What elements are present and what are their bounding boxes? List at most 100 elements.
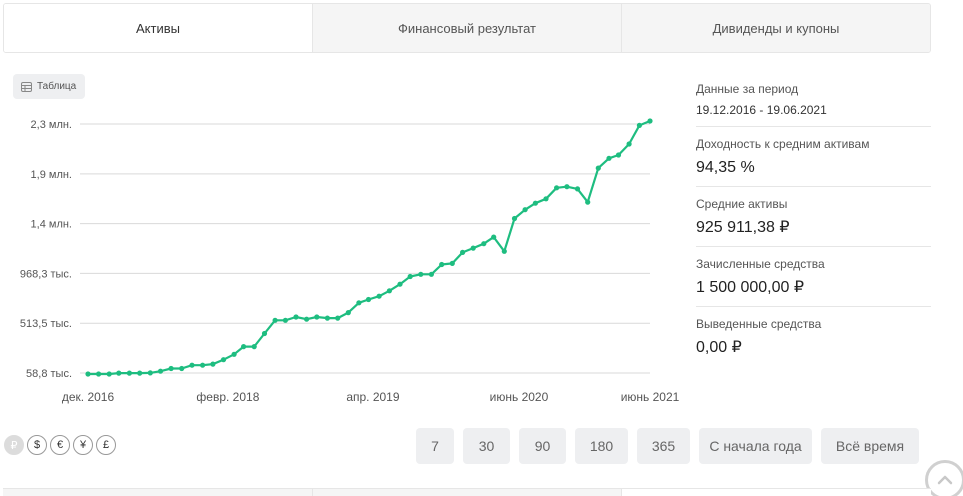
data-point[interactable]	[126, 370, 132, 376]
y-tick-label: 58,8 тыс.	[26, 368, 72, 380]
data-point[interactable]	[439, 261, 445, 268]
data-point[interactable]	[481, 241, 487, 247]
period-ytd-button[interactable]: С начала года	[699, 428, 812, 464]
data-point[interactable]	[314, 314, 320, 320]
deposited-block: Зачисленные средства 1 500 000,00 ₽	[696, 247, 931, 307]
period-30-button[interactable]: 30	[463, 428, 510, 464]
table-button-label: Таблица	[37, 81, 77, 92]
tab-financial-result[interactable]: Финансовый результат	[312, 4, 621, 52]
bottom-tab-1[interactable]	[3, 489, 312, 496]
avg-assets-value: 925 911,38 ₽	[696, 219, 790, 236]
data-point[interactable]	[324, 315, 330, 321]
data-point[interactable]	[470, 245, 476, 251]
data-point[interactable]	[595, 165, 601, 171]
data-point[interactable]	[293, 314, 299, 320]
currency-usd-button[interactable]: $	[27, 435, 47, 455]
data-point[interactable]	[491, 234, 497, 240]
currency-eur-button[interactable]: €	[50, 435, 70, 455]
data-point[interactable]	[96, 371, 102, 377]
yield-value: 94,35 %	[696, 159, 755, 176]
data-point[interactable]	[106, 371, 112, 377]
data-point[interactable]	[606, 155, 612, 161]
data-point[interactable]	[564, 184, 570, 190]
data-point[interactable]	[251, 344, 257, 350]
data-point[interactable]	[137, 370, 143, 376]
data-point[interactable]	[585, 199, 591, 205]
table-icon	[21, 81, 32, 92]
data-point[interactable]	[168, 365, 174, 372]
data-point[interactable]	[179, 365, 185, 372]
data-point[interactable]	[386, 288, 392, 294]
data-point[interactable]	[532, 200, 539, 206]
data-point[interactable]	[147, 370, 153, 376]
data-point[interactable]	[345, 310, 351, 316]
x-tick-label: июнь 2021	[621, 390, 680, 404]
y-tick-label: 1,4 млн.	[31, 219, 72, 231]
data-point[interactable]	[397, 281, 403, 287]
data-point[interactable]	[85, 371, 91, 377]
y-tick-label: 513,5 тыс.	[20, 318, 72, 330]
data-point[interactable]	[574, 186, 581, 192]
data-point[interactable]	[376, 293, 382, 299]
data-point[interactable]	[501, 248, 507, 254]
withdrawn-value: 0,00 ₽	[696, 339, 742, 356]
deposited-label: Зачисленные средства	[696, 257, 825, 271]
data-point[interactable]	[200, 362, 206, 368]
yield-block: Доходность к средним активам 94,35 %	[696, 127, 931, 187]
data-point[interactable]	[626, 141, 632, 147]
data-point[interactable]	[418, 271, 424, 277]
period-7-button[interactable]: 7	[416, 428, 454, 464]
x-tick-label: февр. 2018	[196, 390, 259, 404]
x-tick-label: июнь 2020	[490, 390, 549, 404]
data-point[interactable]	[261, 330, 268, 337]
period-label: Данные за период	[696, 82, 799, 96]
bottom-tab-bar	[3, 488, 932, 496]
data-point[interactable]	[636, 122, 643, 128]
currency-cny-button[interactable]: ¥	[73, 435, 93, 455]
period-block: Данные за период 19.12.2016 - 19.06.2021	[696, 72, 931, 127]
data-point[interactable]	[272, 317, 278, 323]
x-tick-label: апр. 2019	[346, 390, 400, 404]
currency-gbp-button[interactable]: £	[96, 435, 116, 455]
data-point[interactable]	[522, 207, 528, 213]
currency-rub-button[interactable]: ₽	[4, 435, 24, 455]
period-summary: Данные за период 19.12.2016 - 19.06.2021…	[696, 72, 931, 367]
data-point[interactable]	[157, 368, 164, 374]
avg-assets-block: Средние активы 925 911,38 ₽	[696, 187, 931, 247]
data-point[interactable]	[231, 351, 237, 357]
data-point[interactable]	[356, 300, 362, 306]
x-tick-label: дек. 2016	[62, 390, 115, 404]
period-180-button[interactable]: 180	[575, 428, 628, 464]
table-button[interactable]: Таблица	[13, 74, 86, 99]
y-tick-label: 1,9 млн.	[31, 169, 72, 181]
data-point[interactable]	[511, 215, 518, 222]
data-point[interactable]	[241, 344, 247, 350]
data-point[interactable]	[210, 361, 216, 367]
period-value: 19.12.2016 - 19.06.2021	[696, 103, 827, 117]
tab-dividends-coupons[interactable]: Дивиденды и купоны	[621, 4, 930, 52]
data-point[interactable]	[189, 362, 195, 368]
bottom-tab-3[interactable]	[621, 489, 932, 496]
assets-series-line	[88, 119, 651, 376]
tab-assets[interactable]: Активы	[4, 4, 312, 52]
data-point[interactable]	[365, 296, 372, 303]
currency-switcher: ₽ $ € ¥ £	[4, 435, 116, 455]
bottom-tab-2[interactable]	[311, 489, 622, 496]
data-point[interactable]	[282, 317, 288, 323]
tab-bar: Активы Финансовый результат Дивиденды и …	[3, 3, 931, 53]
period-all-time-button[interactable]: Всё время	[821, 428, 919, 464]
data-point[interactable]	[220, 357, 227, 363]
data-point[interactable]	[543, 196, 549, 202]
data-point[interactable]	[460, 249, 466, 255]
data-point[interactable]	[428, 271, 434, 277]
data-point[interactable]	[304, 316, 310, 322]
data-point[interactable]	[449, 260, 455, 266]
data-point[interactable]	[116, 370, 122, 376]
period-365-button[interactable]: 365	[637, 428, 690, 464]
data-point[interactable]	[615, 152, 622, 158]
data-point[interactable]	[407, 273, 413, 280]
data-point[interactable]	[647, 118, 653, 124]
data-point[interactable]	[335, 315, 341, 321]
period-90-button[interactable]: 90	[519, 428, 566, 464]
data-point[interactable]	[554, 185, 560, 191]
